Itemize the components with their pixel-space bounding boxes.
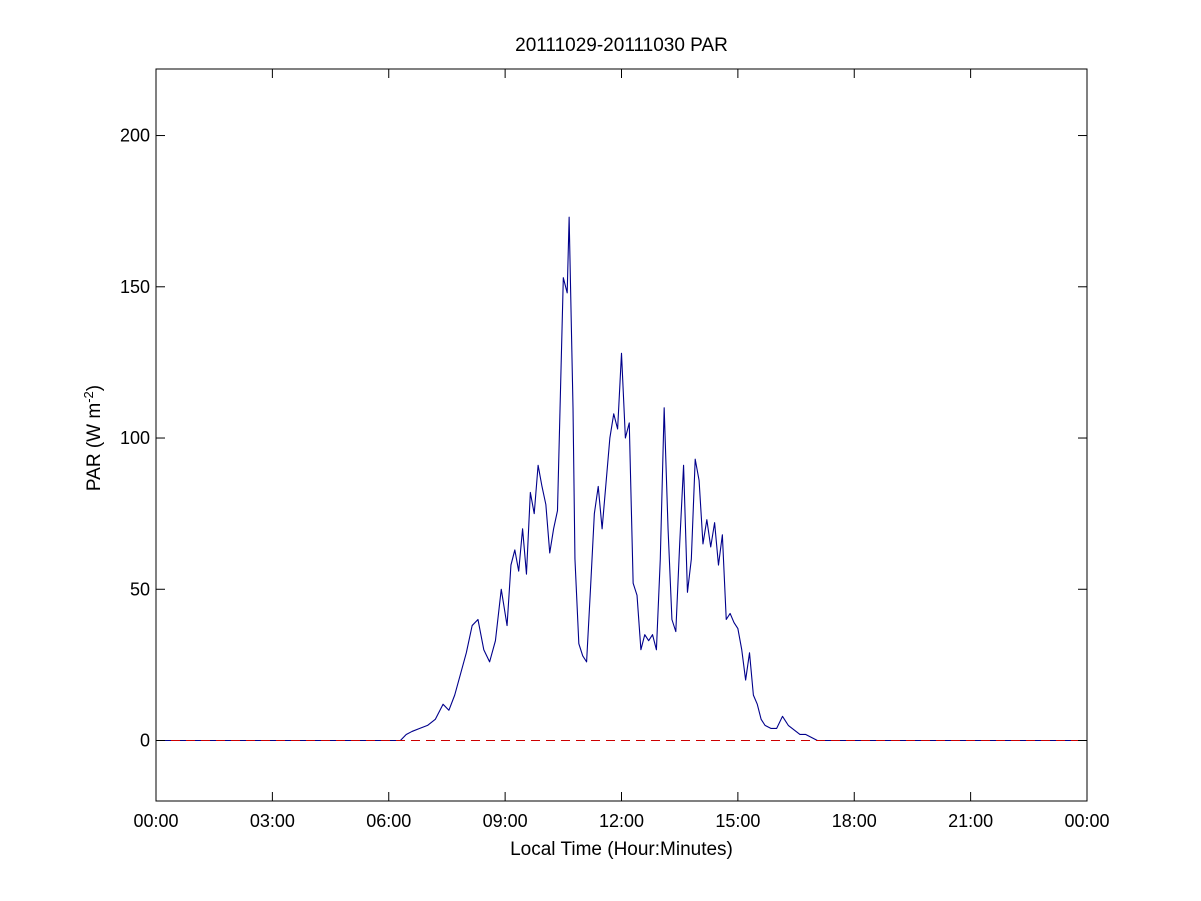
x-tick-label: 15:00 (715, 811, 760, 831)
y-tick-label: 0 (140, 731, 150, 751)
y-tick-label: 100 (120, 428, 150, 448)
y-axis-label-main: PAR (W m (84, 403, 105, 491)
x-tick-label: 06:00 (366, 811, 411, 831)
y-axis-label: PAR (W m-2) (81, 385, 105, 491)
plot-area (156, 69, 1087, 801)
series-layer (156, 216, 1087, 742)
y-axis-label-superscript: -2 (81, 391, 96, 403)
y-tick-label: 150 (120, 277, 150, 297)
x-tick-label: 00:00 (133, 811, 178, 831)
x-tick-label: 21:00 (948, 811, 993, 831)
x-tick-label: 18:00 (832, 811, 877, 831)
y-tick-label: 200 (120, 126, 150, 146)
x-axis-label: Local Time (Hour:Minutes) (510, 839, 733, 860)
x-tick-label: 00:00 (1064, 811, 1109, 831)
y-tick-label: 50 (130, 579, 150, 599)
x-tick-label: 03:00 (250, 811, 295, 831)
chart-title: 20111029-20111030 PAR (515, 35, 728, 56)
x-tick-label: 09:00 (483, 811, 528, 831)
y-axis-label-close: ) (84, 385, 105, 391)
par-series-line (156, 216, 1087, 742)
tick-layer: 00:00 03:00 06:00 09:00 12:00 15:00 18:00 21:00… (120, 69, 1110, 831)
x-tick-label: 12:00 (599, 811, 644, 831)
